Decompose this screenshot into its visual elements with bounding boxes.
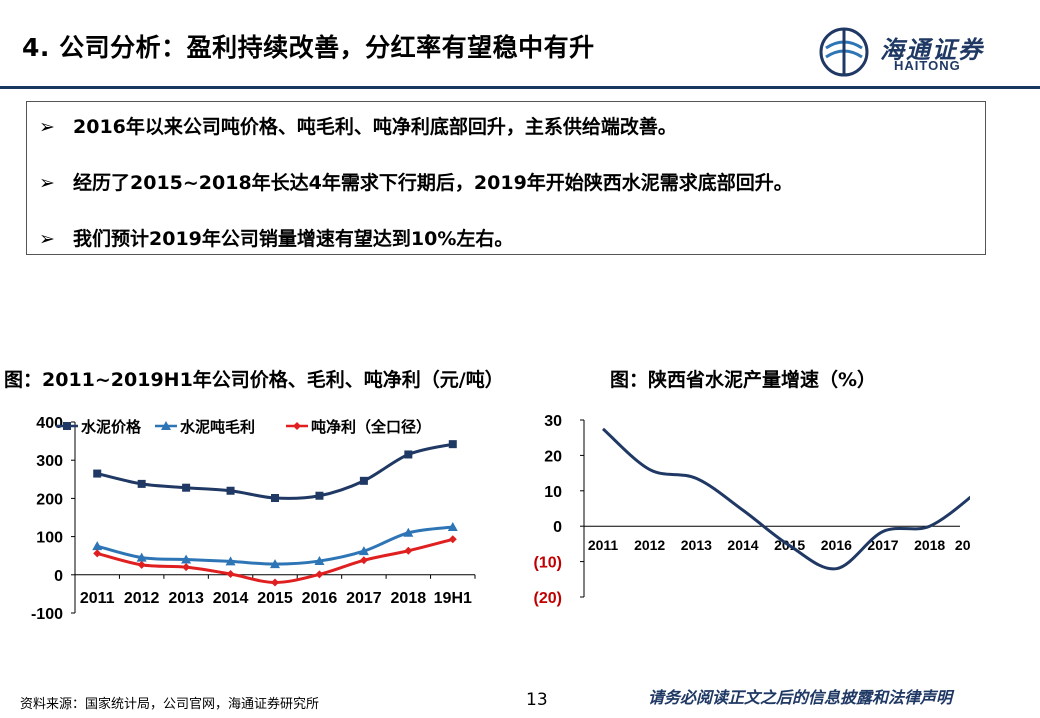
x-tick-label: 2013 [168,590,204,607]
data-point [448,440,457,449]
page-number: 13 [526,690,548,710]
x-tick-label: 2014 [727,537,758,553]
x-tick-label: 2019.6 [955,537,970,553]
legend-marker [161,421,171,430]
summary-box: ➢ 2016年以来公司吨价格、吨毛利、吨净利底部回升，主系供给端改善。 ➢ 经历了2… [26,101,986,255]
x-tick-label: 2011 [80,590,115,607]
data-point [270,559,280,569]
y-tick-label: 400 [36,415,63,432]
x-tick-label: 2018 [391,590,427,607]
data-point [314,556,325,566]
data-point [226,486,235,495]
data-point [404,450,413,459]
legend-marker [63,422,71,430]
data-point [137,479,146,488]
data-point [315,491,324,500]
y-tick-label: 0 [54,568,63,585]
y-tick-label: 30 [544,413,562,430]
title-divider [0,86,1040,89]
bullet-text: 2016年以来公司吨价格、吨毛利、吨净利底部回升，主系供给端改善。 [73,116,677,138]
bullet-text: 我们预计2019年公司销量增速有望达到10%左右。 [73,228,514,250]
y-tick-label: 100 [36,530,63,547]
data-point [93,469,102,478]
bullet-item: ➢ 我们预计2019年公司销量增速有望达到10%左右。 [39,224,513,251]
y-tick-label: -100 [31,606,63,623]
data-point [137,560,146,569]
y-tick-label: 200 [36,491,63,508]
price-profit-chart: 400 300 200 100 0 -100 2011 2012 2013 2014 2015 201… [31,415,476,623]
data-point [136,552,147,562]
data-point [271,578,279,587]
data-point [359,476,368,485]
legend-label: 水泥吨毛利 [180,418,255,436]
y-tick-label: (20) [534,590,562,607]
series-line-0 [96,442,454,500]
data-point [226,570,235,579]
series-line-1 [96,525,453,566]
x-tick-label: 2018 [914,537,945,553]
data-point [404,546,413,555]
x-tick-label: 2016 [302,590,338,607]
x-tick-label: 2012 [124,590,160,607]
data-point [358,546,369,556]
data-point [359,556,368,565]
source-note: 资料来源：国家统计局，公司官网，海通证券研究所 [20,697,320,712]
y-tick-label: (10) [534,555,562,572]
data-point [315,570,324,579]
data-point [447,522,458,532]
x-tick-label: 2013 [681,537,712,553]
bullet-item: ➢ 2016年以来公司吨价格、吨毛利、吨净利底部回升，主系供给端改善。 [39,112,677,139]
y-tick-label: 0 [553,519,562,536]
x-tick-label: 2016 [821,537,852,553]
bullet-text: 经历了2015~2018年长达4年需求下行期后，2019年开始陕西水泥需求底部回… [73,172,793,194]
y-tick-label: 10 [544,484,562,501]
legend-label: 水泥价格 [81,418,142,436]
haitong-logo-icon [819,27,869,77]
page-title: 4. 公司分析：盈利持续改善，分红率有望稳中有升 [22,33,595,62]
data-point [92,541,103,551]
arrow-right-icon: ➢ [39,116,55,138]
x-tick-label: 2015 [257,590,293,607]
data-point [93,549,102,558]
arrow-right-icon: ➢ [39,228,55,250]
data-point [181,554,192,564]
data-point [271,494,279,503]
x-tick-label: 19H1 [434,590,472,607]
legend-label: 吨净利（全口径） [311,418,431,436]
left-chart-caption: 图：2011~2019H1年公司价格、毛利、吨净利（元/吨） [4,369,504,391]
legend-marker [293,422,301,430]
data-point [182,563,191,572]
y-tick-label: 300 [36,453,63,470]
logo-en: HAITONG [894,58,961,73]
x-tick-label: 2012 [634,537,665,553]
arrow-right-icon: ➢ [39,172,55,194]
data-point [448,535,457,544]
x-tick-label: 2017 [346,590,382,607]
legal-notice: 请务必阅读正文之后的信息披露和法律声明 [648,688,953,707]
data-point [182,483,191,492]
data-point [225,556,236,566]
x-tick-label: 2017 [867,537,898,553]
logo-name: 海通证券 [880,36,984,64]
bullet-item: ➢ 经历了2015~2018年长达4年需求下行期后，2019年开始陕西水泥需求底部… [39,168,793,195]
data-point [403,527,414,537]
right-chart-caption: 图：陕西省水泥产量增速（%） [610,369,877,391]
x-tick-label: 2014 [213,590,249,607]
x-tick-label: 2011 [588,537,619,553]
y-tick-label: 20 [544,448,562,465]
